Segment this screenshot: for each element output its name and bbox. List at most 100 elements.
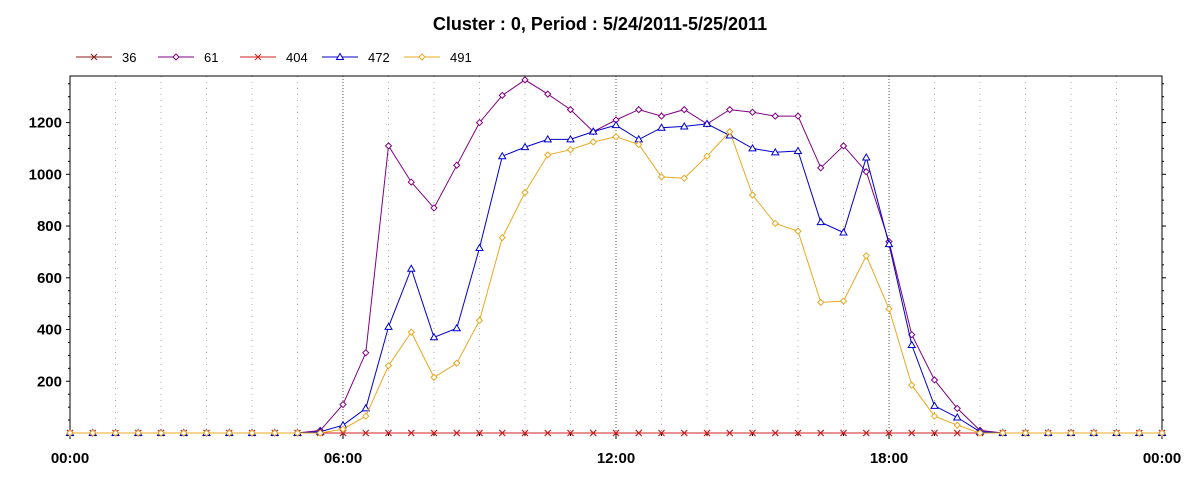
data-point — [362, 349, 370, 357]
data-point — [407, 328, 415, 336]
data-point — [521, 76, 529, 84]
data-point — [930, 412, 939, 420]
data-point — [475, 118, 484, 127]
chart-title: Cluster : 0, Period : 5/24/2011-5/25/201… — [433, 14, 767, 34]
y-tick-label: 1000 — [29, 166, 62, 183]
data-point — [362, 429, 370, 437]
data-point — [840, 429, 847, 437]
data-point — [588, 127, 598, 135]
data-point — [407, 429, 415, 437]
data-point — [635, 429, 643, 437]
data-point — [1090, 429, 1098, 437]
data-point — [816, 217, 826, 226]
legend-item: 404 — [240, 50, 308, 65]
data-point — [680, 105, 688, 114]
data-point — [839, 142, 848, 150]
data-point — [385, 429, 392, 437]
legend-label: 472 — [368, 50, 390, 65]
data-point — [339, 429, 347, 437]
data-point — [635, 140, 643, 149]
data-point — [680, 174, 688, 182]
legend-label: 36 — [122, 50, 136, 65]
legend-label: 491 — [450, 50, 472, 65]
data-point — [771, 219, 779, 228]
data-point — [726, 127, 734, 136]
data-point — [931, 429, 938, 437]
gridlines — [115, 76, 1117, 433]
data-point — [521, 188, 529, 197]
data-point — [1021, 429, 1030, 437]
legend-item: 472 — [322, 50, 390, 65]
data-point — [839, 228, 848, 236]
data-point — [680, 429, 688, 437]
data-point — [89, 429, 97, 437]
data-point — [498, 233, 506, 242]
data-point — [384, 322, 393, 330]
data-point — [748, 108, 757, 116]
data-point — [248, 429, 256, 437]
data-point — [271, 429, 279, 437]
data-point — [885, 429, 893, 437]
legend-item: 491 — [404, 50, 472, 65]
y-tick-label: 800 — [37, 218, 62, 235]
x-tick-label: 06:00 — [324, 450, 362, 467]
data-point — [180, 429, 188, 437]
data-point — [861, 152, 871, 161]
data-point — [612, 133, 620, 141]
data-point — [254, 53, 262, 61]
data-point — [362, 412, 370, 420]
legend-item: 36 — [76, 50, 136, 65]
data-point — [794, 112, 802, 120]
data-point — [566, 146, 575, 154]
data-point — [339, 425, 347, 433]
data-point — [589, 429, 597, 437]
data-point — [953, 404, 961, 413]
data-point — [908, 429, 916, 437]
data-point — [771, 429, 779, 437]
data-point — [476, 429, 483, 437]
data-point — [589, 138, 597, 146]
series-491 — [66, 127, 1166, 437]
data-point — [339, 400, 347, 409]
data-point — [1067, 429, 1075, 437]
data-point — [793, 146, 803, 155]
data-point — [726, 429, 734, 437]
data-point — [452, 323, 462, 332]
data-point — [907, 340, 917, 349]
y-tick-label: 600 — [37, 270, 62, 287]
data-point — [635, 105, 643, 114]
data-point — [839, 297, 848, 305]
legend-item: 61 — [158, 50, 218, 65]
data-point — [612, 429, 620, 437]
y-tick-label: 400 — [37, 322, 62, 339]
data-point — [202, 429, 211, 437]
data-point — [520, 142, 530, 151]
data-point — [566, 105, 575, 114]
series-line — [70, 123, 1162, 434]
data-point — [930, 376, 939, 384]
data-point — [817, 298, 825, 307]
data-point — [953, 421, 961, 429]
data-point — [703, 152, 711, 160]
data-point — [172, 53, 180, 61]
data-point — [361, 403, 371, 412]
data-point — [134, 429, 142, 437]
data-point — [657, 112, 666, 120]
data-point — [1135, 429, 1143, 437]
data-point — [430, 204, 438, 212]
data-point — [453, 359, 461, 367]
data-point — [543, 134, 553, 143]
data-point — [953, 429, 961, 437]
data-point — [952, 412, 962, 421]
data-point — [703, 429, 711, 437]
data-point — [157, 429, 165, 437]
x-axis: 00:00 06:00 12:00 18:00 00:00 — [51, 433, 1181, 467]
data-point — [884, 239, 894, 248]
x-tick-label: 00:00 — [1143, 450, 1181, 467]
data-point — [544, 90, 552, 98]
data-point — [111, 429, 120, 437]
data-point — [658, 429, 665, 437]
data-point — [430, 373, 438, 382]
data-point — [335, 52, 345, 60]
